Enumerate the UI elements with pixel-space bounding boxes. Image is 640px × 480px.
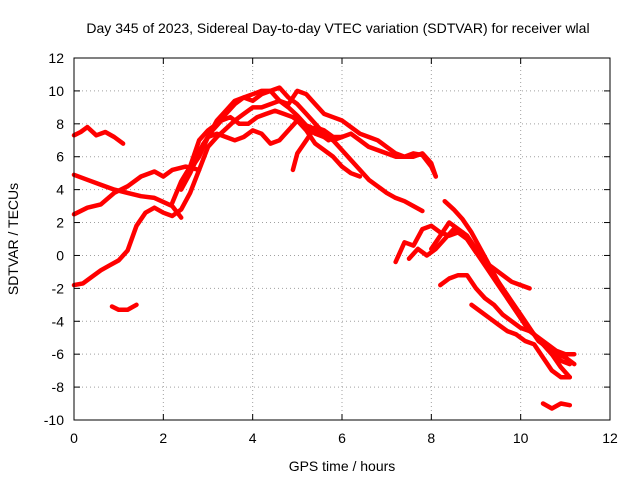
series-arc-15 [438,272,577,357]
x-tick-label: 2 [159,430,167,446]
x-tick-label: 8 [427,430,435,446]
series-arc-8 [187,118,363,179]
y-tick-label: -2 [52,280,65,296]
y-tick-label: 8 [56,116,64,132]
series-arc-10 [290,124,345,173]
series-arc-1 [71,124,126,146]
y-tick-label: -8 [52,379,65,395]
x-tick-label: 12 [602,430,618,446]
y-tick-label: -4 [52,313,65,329]
series-arc-16 [469,302,573,380]
series-arc-4 [71,98,439,288]
y-tick-label: -10 [44,412,64,428]
series-arc-9 [192,108,331,163]
axis-ticks: 0 2 4 6 8 10 12 -10 -8 -6 -4 -2 0 2 4 6 8 10 12 [44,50,618,446]
x-tick-label: 6 [338,430,346,446]
y-tick-label: 10 [48,83,64,99]
y-axis-label: SDTVAR / TECUs [5,183,21,295]
y-tick-label: -6 [52,346,65,362]
series-arc-5 [109,302,139,313]
series-arc-14 [442,198,573,380]
x-tick-label: 10 [513,430,529,446]
series-arc-6 [170,85,425,214]
x-tick-label: 4 [249,430,257,446]
y-tick-label: 6 [56,149,64,165]
y-tick-label: 0 [56,247,64,263]
x-axis-label: GPS time / hours [289,458,396,474]
y-tick-label: 12 [48,50,64,66]
series-arc-2 [71,172,184,220]
chart-title: Day 345 of 2023, Sidereal Day-to-day VTE… [86,20,589,36]
y-tick-label: 4 [56,182,64,198]
y-tick-label: 2 [56,215,64,231]
x-tick-label: 0 [70,430,78,446]
series-arc-3 [71,164,202,217]
series-arc-17 [540,401,573,411]
grid [74,58,610,420]
series-arc-7 [178,88,439,192]
data-series [71,85,577,411]
